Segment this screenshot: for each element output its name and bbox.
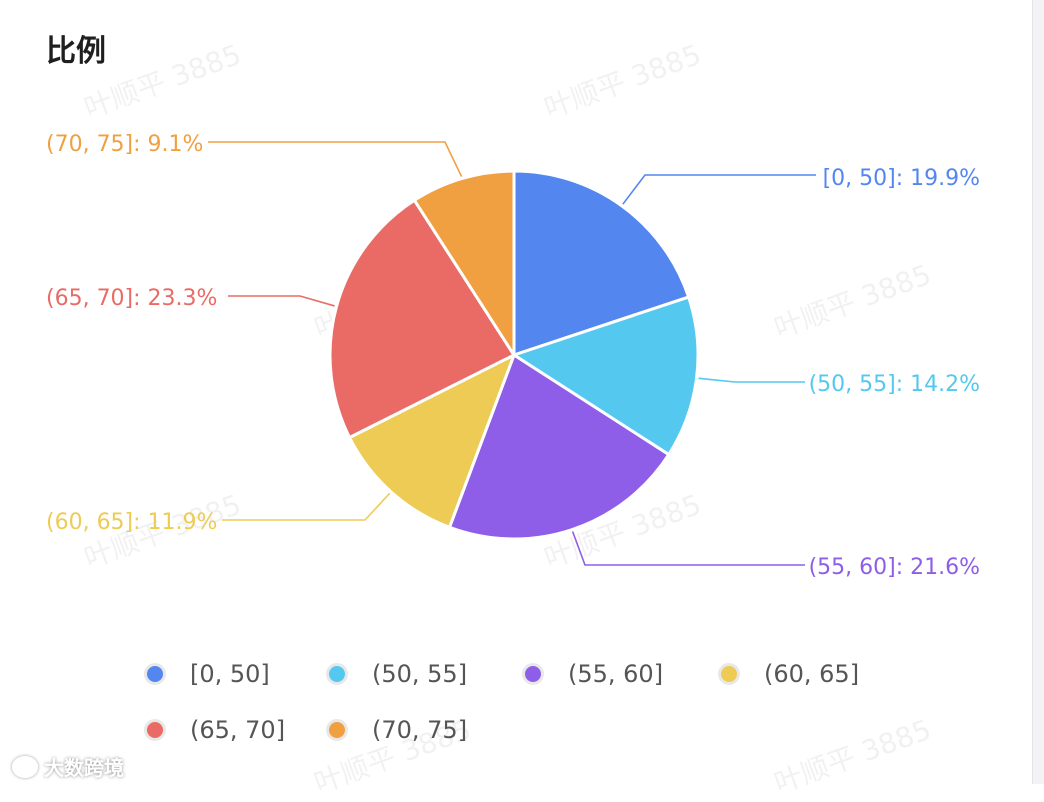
legend-row: (65, 70] (70, 75]: [0, 710, 1032, 750]
pie-slice[interactable]: [448, 353, 671, 541]
legend-row: [0, 50] (50, 55] (55, 60] (60, 65]: [0, 654, 1032, 694]
brand-logo-icon: [12, 755, 38, 778]
data-label: (65, 70]: 23.3%: [46, 286, 217, 311]
data-label: (70, 75]: 9.1%: [46, 132, 203, 157]
brand-name: 大数跨境: [44, 756, 124, 780]
label-leader-line: [228, 295, 335, 307]
label-leader-line: [208, 141, 463, 177]
legend-label: (60, 65]: [764, 660, 860, 688]
scrollbar-track[interactable]: [1032, 0, 1044, 784]
label-leader-line: [571, 531, 805, 566]
legend-item[interactable]: (65, 70]: [144, 710, 285, 750]
data-label: (55, 60]: 21.6%: [809, 555, 980, 580]
data-label: (60, 65]: 11.9%: [46, 510, 217, 535]
legend-marker-icon: [326, 663, 348, 685]
legend-item[interactable]: (60, 65]: [718, 654, 859, 694]
label-leader-line: [622, 174, 816, 205]
legend-item[interactable]: [0, 50]: [144, 654, 270, 694]
label-leader-line: [222, 492, 391, 521]
legend-marker-icon: [326, 719, 348, 741]
legend-item[interactable]: (50, 55]: [326, 654, 467, 694]
pie-slice[interactable]: [348, 353, 516, 529]
chart-title: 比例: [46, 34, 106, 69]
pie-slice[interactable]: [412, 169, 516, 357]
legend-marker-icon: [144, 663, 166, 685]
legend-marker-icon: [718, 663, 740, 685]
legend-label: (55, 60]: [568, 660, 664, 688]
legend-label: [0, 50]: [190, 660, 270, 688]
chart-card: 比例 叶顺平 3885 叶顺平 3885 叶顺平 3885 叶顺平 3885 叶…: [0, 34, 1032, 800]
legend-label: (70, 75]: [372, 716, 468, 744]
pie-chart: [0, 50]: 19.9% (50, 55]: 14.2% (55, 60]: 2…: [46, 132, 980, 580]
brand-badge: 大数跨境: [12, 752, 124, 781]
pie-slice[interactable]: [328, 198, 516, 440]
legend-item[interactable]: (70, 75]: [326, 710, 467, 750]
legend-marker-icon: [144, 719, 166, 741]
legend-item[interactable]: (55, 60]: [522, 654, 663, 694]
data-label: [0, 50]: 19.9%: [823, 166, 980, 191]
label-leader-line: [698, 377, 805, 383]
legend-marker-icon: [522, 663, 544, 685]
legend-label: (65, 70]: [190, 716, 286, 744]
pie-slice[interactable]: [512, 169, 691, 357]
legend-label: (50, 55]: [372, 660, 468, 688]
data-label: (50, 55]: 14.2%: [809, 372, 980, 397]
pie-slice[interactable]: [512, 295, 700, 457]
